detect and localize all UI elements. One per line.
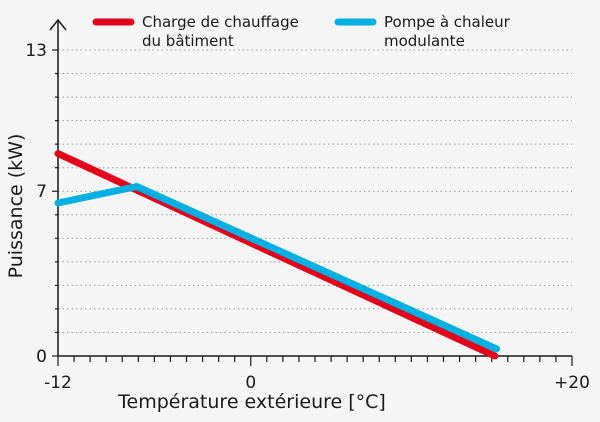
y-axis-arrow (49, 18, 67, 31)
series (54, 150, 500, 360)
y-tick-label: 0 (36, 347, 47, 367)
series-line-1 (54, 150, 499, 360)
legend-label-2: Pompe à chaleur modulante (384, 13, 511, 50)
x-axis-label: Température extérieure [°C] (117, 391, 386, 413)
y-axis-label: Puissance (kW) (5, 134, 27, 279)
ticks: 0 7 13 -12 0 +20 (25, 41, 590, 393)
legend-label-1: Charge de chauffage du bâtiment (142, 13, 299, 50)
x-tick-label: 0 (245, 373, 256, 393)
legend: Charge de chauffage du bâtiment Pompe à ch… (92, 13, 511, 50)
y-tick-label: 7 (36, 182, 47, 202)
series-line-2 (54, 183, 500, 353)
y-tick-label: 13 (25, 41, 47, 61)
grid (58, 49, 572, 333)
x-tick-label: +20 (554, 373, 590, 393)
x-tick-label: -12 (44, 373, 72, 393)
